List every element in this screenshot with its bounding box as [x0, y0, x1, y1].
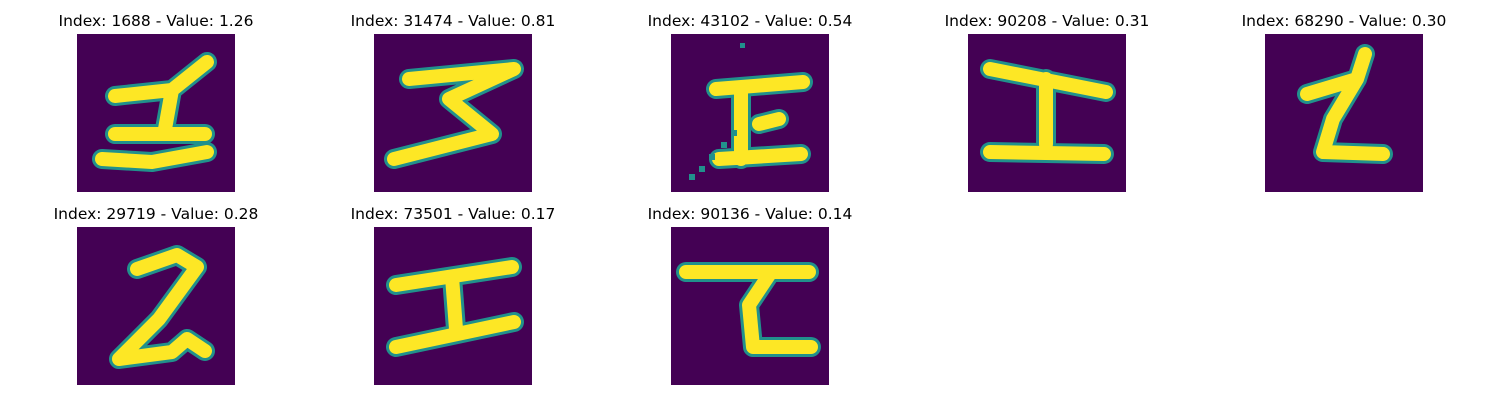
panel-title: Index: 29719 - Value: 0.28 [53, 205, 259, 223]
glyph-image [671, 34, 829, 192]
panel-title: Index: 43102 - Value: 0.54 [647, 12, 853, 30]
glyph-image [77, 34, 235, 192]
panel-title: Index: 31474 - Value: 0.81 [350, 12, 556, 30]
panel-title: Index: 68290 - Value: 0.30 [1241, 12, 1447, 30]
panel-title: Index: 90136 - Value: 0.14 [647, 205, 853, 223]
glyph-image [671, 227, 829, 385]
panel-title: Index: 1688 - Value: 1.26 [58, 12, 254, 30]
panel-title: Index: 73501 - Value: 0.17 [350, 205, 556, 223]
glyph-image [77, 227, 235, 385]
glyph-image [968, 34, 1126, 192]
glyph-image [1265, 34, 1423, 192]
panel-title: Index: 90208 - Value: 0.31 [944, 12, 1150, 30]
glyph-image [374, 34, 532, 192]
glyph-image [374, 227, 532, 385]
